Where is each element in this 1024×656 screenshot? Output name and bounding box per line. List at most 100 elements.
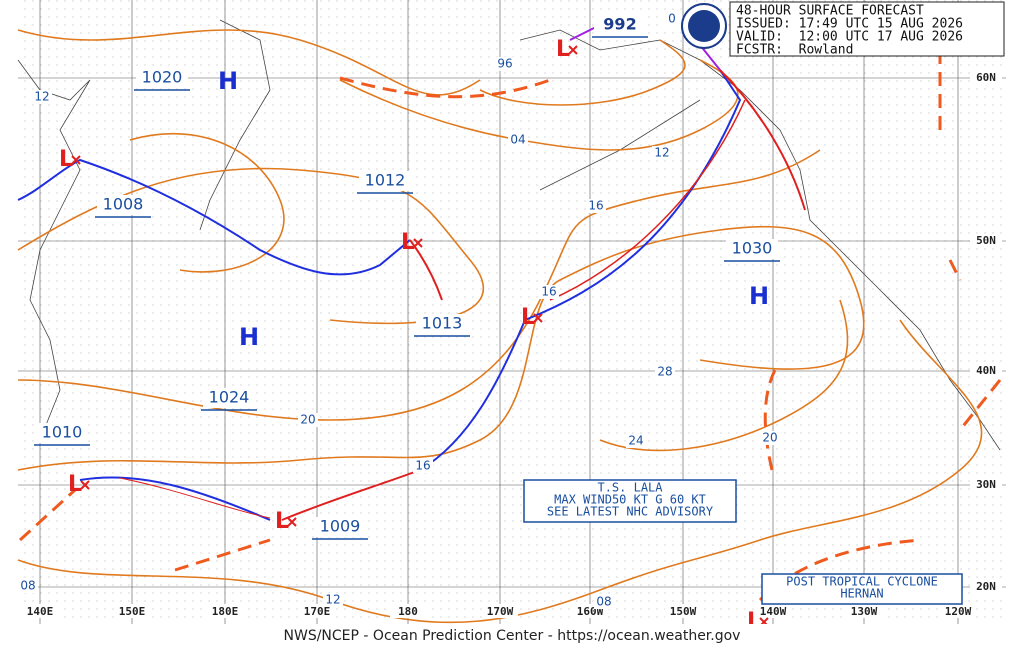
isobar-label-box <box>586 199 606 213</box>
low-center: L <box>68 472 82 497</box>
high-center: H <box>239 323 259 351</box>
isobar-label: 20 <box>762 431 777 445</box>
pressure-label: 1020 <box>142 68 183 87</box>
lon-label-box <box>390 604 426 618</box>
header-line: 48-HOUR SURFACE FORECAST <box>736 4 924 19</box>
lon-label-box <box>22 604 58 618</box>
high-center: H <box>218 67 238 95</box>
pressure-label: 1009 <box>320 517 361 536</box>
isobar-label: 08 <box>596 595 611 609</box>
pressure-label: 1013 <box>422 314 463 333</box>
lat-label-box <box>970 580 1002 594</box>
header-line: FCSTR: Rowland <box>736 43 853 58</box>
isobar-label-box <box>323 593 343 607</box>
isobar-label: 16 <box>588 199 603 213</box>
isobar-label: 16 <box>541 285 556 299</box>
lon-label-box <box>114 604 150 618</box>
lon-label-box <box>846 604 882 618</box>
low-center: L <box>521 305 535 330</box>
lon-label: 170W <box>487 605 514 618</box>
pressure-label-box <box>416 314 468 334</box>
isobar-label-box <box>508 133 528 147</box>
lon-label: 170E <box>304 605 331 618</box>
lon-label: 140E <box>27 605 54 618</box>
isobar-label-box <box>652 146 672 160</box>
lon-label-box <box>940 604 976 618</box>
isobar-label: 08 <box>20 579 35 593</box>
lat-label: 30N <box>976 478 996 491</box>
map-background <box>18 0 1006 624</box>
header-line: ISSUED: 17:49 UTC 15 AUG 2026 <box>736 17 963 32</box>
pressure-label-box <box>726 239 778 259</box>
isobar-label-box <box>662 12 682 26</box>
pressure-label: 1008 <box>103 195 144 214</box>
isobar-label-box <box>298 413 318 427</box>
labels: 140E 150E 180E 170E 180 170W 160W 150W 140W 130W 1… <box>18 12 1002 634</box>
isobar-label: 12 <box>34 90 49 104</box>
advisory-line: HERNAN <box>840 587 883 601</box>
pressure-label: 1012 <box>365 171 406 190</box>
isobar-label-box <box>626 434 646 448</box>
lon-label: 180E <box>212 605 239 618</box>
advisory-line: T.S. LALA <box>597 481 663 495</box>
lon-label: 150W <box>670 605 697 618</box>
isobar-label: 12 <box>325 593 340 607</box>
isobar-label-box <box>539 285 559 299</box>
low-center: L <box>275 509 289 534</box>
isobar-label: 04 <box>510 133 525 147</box>
noaa-logo-inner <box>688 10 720 42</box>
low-center: L <box>556 37 570 62</box>
low-marker <box>71 155 81 165</box>
pressure-label-box <box>359 171 411 191</box>
pressure-label: 992 <box>603 15 636 34</box>
lat-label: 50N <box>976 234 996 247</box>
footer-bar <box>0 624 1024 652</box>
pressure-label-box <box>136 68 188 88</box>
isobar-label-box <box>594 595 614 609</box>
advisory-box <box>523 479 737 523</box>
lat-label-box <box>970 234 1002 248</box>
lon-label-box <box>299 604 335 618</box>
isobar-label-box <box>18 579 38 593</box>
lat-label-box <box>970 71 1002 85</box>
pressure-label-box <box>203 388 255 408</box>
lon-label: 180 <box>398 605 418 618</box>
low-marker <box>413 238 423 248</box>
lat-label: 40N <box>976 364 996 377</box>
low-marker <box>287 517 297 527</box>
lat-label-box <box>970 364 1002 378</box>
advisory-line: SEE LATEST NHC ADVISORY <box>547 505 714 519</box>
header-line: VALID: 12:00 UTC 17 AUG 2026 <box>736 30 963 45</box>
isobar-label: 20 <box>300 413 315 427</box>
lon-label: 120W <box>945 605 972 618</box>
advisory-line: POST TROPICAL CYCLONE <box>786 575 938 589</box>
isobar-label-box <box>32 90 52 104</box>
pressure-label-box <box>97 195 149 215</box>
lat-label-box <box>970 478 1002 492</box>
isobar-label: 0 <box>668 12 676 26</box>
low-marker <box>568 45 578 55</box>
isobar-label: 96 <box>497 57 512 71</box>
lon-label: 130W <box>851 605 878 618</box>
isobar-label: 24 <box>628 434 643 448</box>
lon-label-box <box>207 604 243 618</box>
isobar-label-box <box>413 459 433 473</box>
pressure-label: 1010 <box>42 423 83 442</box>
lon-label-box <box>755 604 791 618</box>
isobar-label-box <box>760 431 780 445</box>
lat-label: 60N <box>976 71 996 84</box>
isobar-label: 16 <box>415 459 430 473</box>
low-marker <box>533 313 543 323</box>
pressure-label-box <box>594 15 646 35</box>
high-center: H <box>749 282 769 310</box>
advisory-line: MAX WIND50 KT G 60 KT <box>554 493 706 507</box>
footer: NWS/NCEP - Ocean Prediction Center - htt… <box>284 628 741 644</box>
pressure-label-box <box>314 517 366 537</box>
lon-label-box <box>482 604 518 618</box>
pressure-label: 1030 <box>732 239 773 258</box>
low-center: L <box>401 230 415 255</box>
pressure-label: 1024 <box>209 388 250 407</box>
pressure-label-box <box>36 423 88 443</box>
isobar-label-box <box>655 365 675 379</box>
